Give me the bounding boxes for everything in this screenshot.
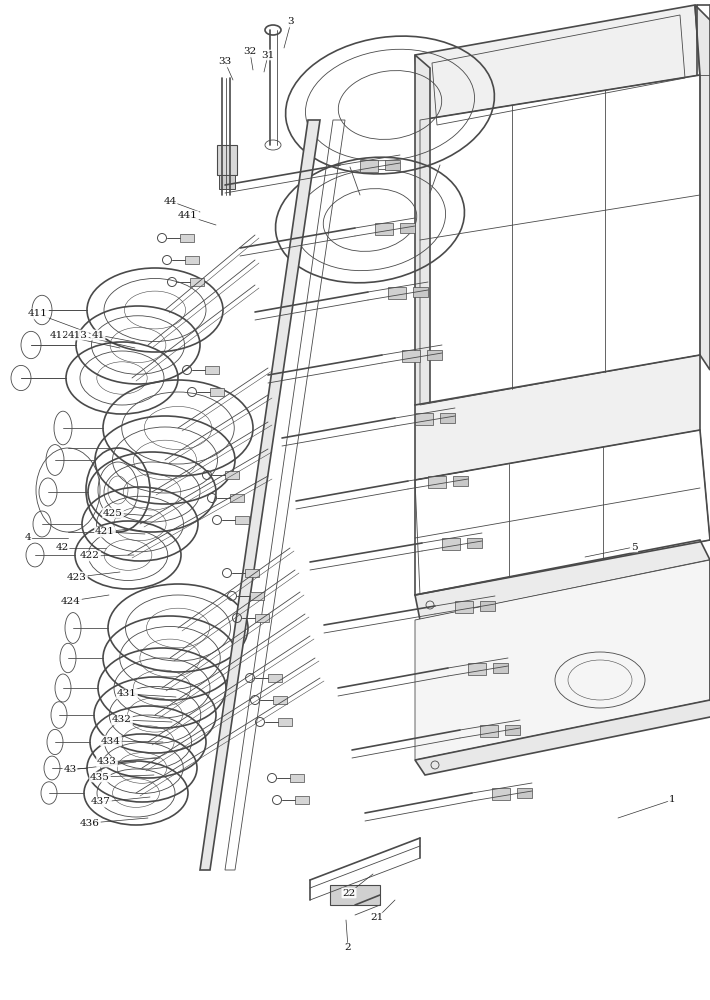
Bar — [468, 663, 486, 675]
Polygon shape — [415, 540, 710, 620]
Bar — [235, 516, 249, 524]
Bar — [250, 592, 264, 600]
Bar — [217, 145, 237, 175]
Bar — [230, 494, 244, 502]
Bar — [268, 674, 282, 682]
Bar — [492, 788, 510, 800]
Text: 32: 32 — [244, 47, 256, 56]
Bar — [400, 223, 415, 233]
Text: 422: 422 — [80, 552, 100, 560]
Text: 432: 432 — [112, 716, 132, 724]
Bar — [225, 471, 239, 479]
Bar — [505, 725, 520, 735]
Bar — [295, 796, 309, 804]
Bar — [375, 223, 393, 235]
Text: 2: 2 — [344, 944, 351, 952]
Bar — [415, 413, 433, 425]
Bar — [388, 287, 406, 299]
Bar — [440, 413, 455, 423]
Text: 41: 41 — [92, 330, 104, 340]
Text: 431: 431 — [117, 690, 137, 698]
Text: 3: 3 — [288, 17, 295, 26]
Bar — [385, 160, 400, 170]
Bar — [467, 538, 482, 548]
Bar — [453, 476, 468, 486]
Bar — [180, 234, 194, 242]
Text: 1: 1 — [669, 796, 675, 804]
Bar — [273, 696, 287, 704]
Text: 412: 412 — [50, 330, 70, 340]
Text: 22: 22 — [342, 888, 356, 898]
Text: 437: 437 — [91, 798, 111, 806]
Text: 21: 21 — [371, 914, 383, 922]
Text: 421: 421 — [95, 528, 115, 536]
Bar — [428, 476, 446, 488]
Polygon shape — [695, 5, 710, 370]
Bar — [255, 614, 269, 622]
Text: 33: 33 — [219, 57, 231, 66]
Text: 423: 423 — [67, 572, 87, 582]
Bar — [205, 366, 219, 374]
Text: 43: 43 — [63, 766, 77, 774]
Text: 44: 44 — [163, 196, 177, 206]
Polygon shape — [415, 5, 700, 120]
Bar — [402, 350, 420, 362]
Bar — [480, 601, 495, 611]
Bar — [427, 350, 442, 360]
Bar — [413, 287, 428, 297]
Bar — [210, 388, 224, 396]
Text: 42: 42 — [55, 544, 69, 552]
Text: 435: 435 — [90, 772, 110, 782]
Bar — [493, 663, 508, 673]
Text: 413: 413 — [68, 330, 88, 340]
Bar — [455, 601, 473, 613]
Polygon shape — [415, 560, 710, 760]
Text: 411: 411 — [28, 310, 48, 318]
Bar — [480, 725, 498, 737]
Bar — [185, 256, 199, 264]
Bar — [360, 160, 378, 172]
Text: 5: 5 — [630, 542, 638, 552]
Bar — [245, 569, 259, 577]
Text: 424: 424 — [61, 596, 81, 605]
Text: 433: 433 — [97, 758, 117, 766]
Bar — [190, 278, 204, 286]
Bar — [330, 885, 380, 905]
Polygon shape — [415, 700, 710, 775]
Polygon shape — [415, 55, 430, 420]
Bar — [219, 175, 235, 189]
Polygon shape — [200, 120, 320, 870]
Text: 434: 434 — [101, 736, 121, 746]
Bar — [278, 718, 292, 726]
Bar — [517, 788, 532, 798]
Bar — [290, 774, 304, 782]
Text: 425: 425 — [103, 508, 123, 518]
Text: 4: 4 — [25, 534, 31, 542]
Bar — [442, 538, 460, 550]
Text: 31: 31 — [261, 50, 275, 60]
Text: 436: 436 — [80, 818, 100, 828]
Polygon shape — [415, 355, 700, 480]
Text: 441: 441 — [178, 212, 198, 221]
